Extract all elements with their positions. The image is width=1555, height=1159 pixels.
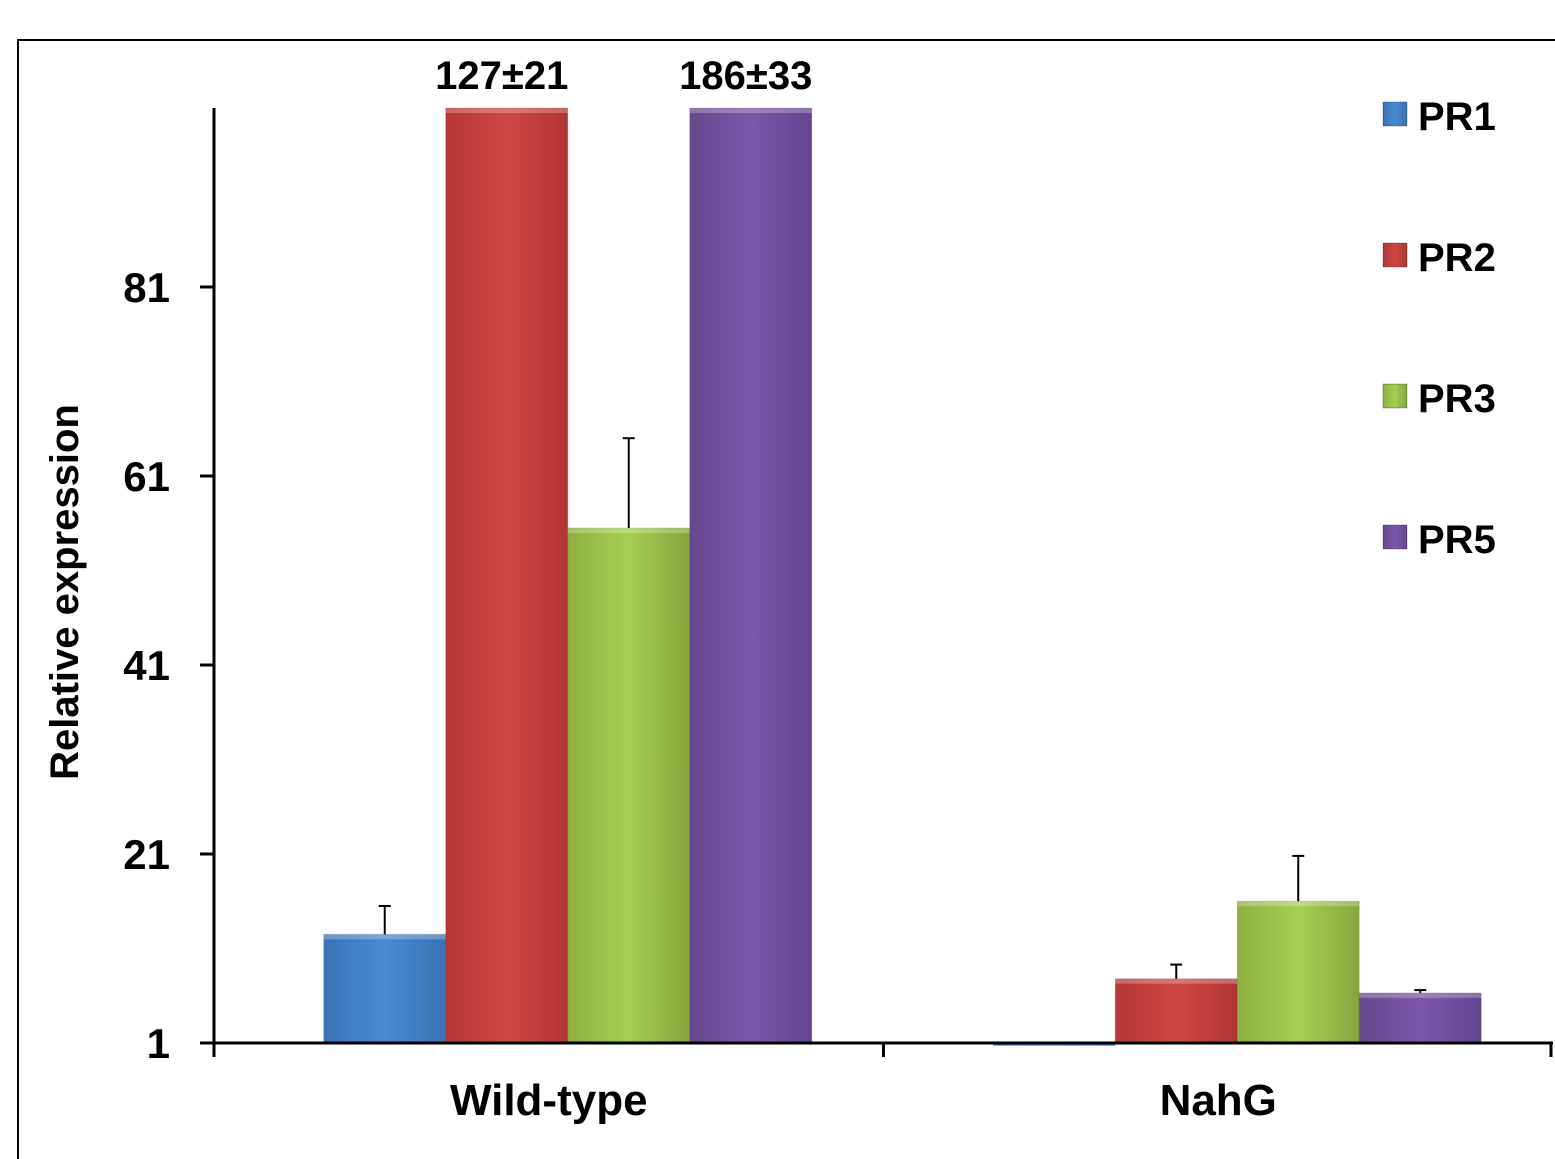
bar-bevel-pr5-nahg	[1359, 992, 1482, 998]
bar-pr2-wild-type	[445, 107, 569, 1044]
y-tick-label-61: 61	[123, 453, 170, 500]
y-tick-label-41: 41	[123, 642, 170, 689]
bar-pr3-wild-type	[567, 527, 691, 1044]
annotation-pr5: 186±33	[679, 54, 812, 98]
legend-swatch-pr5	[1382, 524, 1408, 550]
bar-bevel-pr3-wild-type	[567, 527, 690, 533]
bar-bevel-pr2-wild-type	[445, 108, 568, 113]
annotation-pr2: 127±21	[435, 54, 568, 98]
x-tick-label-nahg: NahG	[1160, 1076, 1277, 1125]
axes-group: Wild-type NahG 1 21 41 61 81	[123, 108, 1553, 1125]
bar-bevel-pr1-wild-type	[323, 934, 446, 940]
error-bars-group	[378, 437, 1427, 993]
y-tick-label-1: 1	[147, 1020, 170, 1067]
bar-pr3-nahg	[1236, 900, 1360, 1044]
y-tick-label-21: 21	[123, 831, 170, 878]
bar-bevel-pr5-wild-type	[689, 108, 812, 113]
legend-swatch-pr3	[1382, 383, 1408, 409]
bar-pr1-wild-type	[323, 933, 447, 1044]
legend-label-pr2: PR2	[1418, 236, 1496, 280]
bar-pr2-nahg	[1114, 978, 1238, 1044]
legend-label-pr5: PR5	[1418, 518, 1496, 562]
bar-pr5-nahg	[1358, 992, 1482, 1044]
y-tick-label-81: 81	[123, 264, 170, 311]
bar-pr5-wild-type	[689, 107, 813, 1044]
legend-label-pr3: PR3	[1418, 377, 1496, 421]
y-axis-title: Relative expression	[43, 404, 87, 780]
bar-bevel-pr2-nahg	[1115, 978, 1238, 984]
legend-swatch-pr2	[1382, 242, 1408, 268]
bars-group	[323, 107, 1482, 1046]
annotations-group: 127±21 186±33	[435, 54, 812, 98]
legend-label-pr1: PR1	[1418, 95, 1496, 139]
legend-swatch-pr1	[1382, 101, 1408, 127]
x-tick-label-wild-type: Wild-type	[450, 1076, 648, 1125]
bar-bevel-pr3-nahg	[1237, 901, 1360, 907]
chart-frame	[17, 39, 1555, 1159]
legend: PR1 PR2 PR3 PR5	[1382, 95, 1496, 562]
